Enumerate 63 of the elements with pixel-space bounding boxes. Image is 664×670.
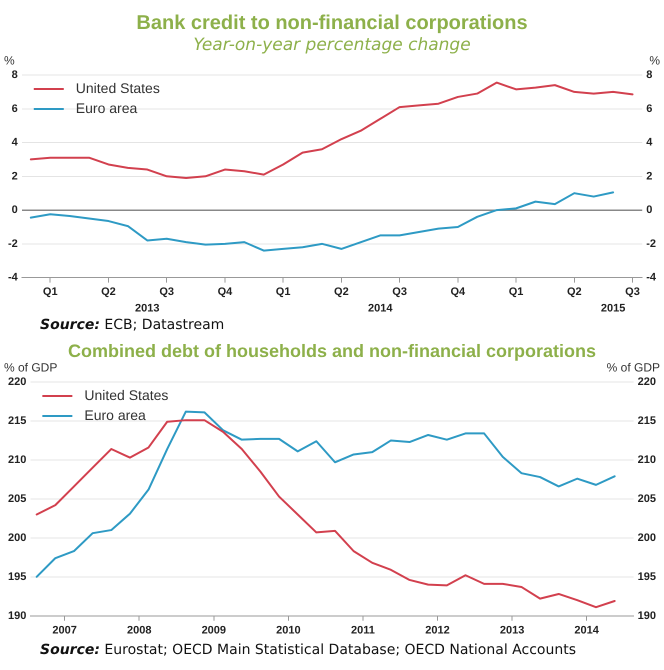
legend-label: United States: [84, 386, 168, 403]
x-tick-label: Q3: [392, 286, 407, 298]
x-tick-label: 2012: [425, 624, 450, 636]
legend-label: United States: [76, 80, 160, 96]
y-tick-label: 210: [8, 454, 26, 466]
source-note: Source: Eurostat; OECD Main Statistical Database; OECD National Accounts: [39, 642, 577, 658]
x2-tick-label: 2013: [135, 302, 160, 314]
x2-tick-label: 2014: [368, 302, 394, 314]
x-tick-label: Q1: [42, 286, 58, 298]
x-tick-label: Q1: [276, 286, 290, 298]
y-tick-label: 8: [12, 69, 18, 82]
y-tick-label: 0: [12, 204, 18, 216]
y2-tick-label: 190: [638, 610, 656, 622]
y2-tick-label: 0: [646, 204, 652, 216]
legend-label: Euro area: [76, 100, 138, 116]
x-tick-label: 2013: [500, 624, 524, 636]
y2-tick-label: 8: [646, 69, 652, 82]
x-tick-label: Q2: [566, 286, 582, 298]
chart-title: Combined debt of households and non-financial corporations: [66, 341, 597, 362]
y2-axis-title: %: [649, 53, 660, 68]
y2-tick-label: 220: [638, 376, 656, 388]
y-tick-label: 215: [8, 415, 26, 427]
y-tick-label: 205: [8, 492, 26, 505]
y-tick-label: 4: [12, 136, 19, 149]
x-tick-label: 2010: [276, 624, 301, 636]
x-tick-label: Q3: [159, 286, 174, 298]
y2-tick-label: 200: [638, 532, 656, 544]
legend-label: Euro area: [84, 406, 146, 423]
x-tick-label: 2009: [202, 624, 226, 636]
x2-tick-label: 2015: [600, 302, 626, 314]
x-tick-label: Q2: [101, 286, 116, 298]
y2-tick-label: 6: [646, 102, 652, 115]
x-tick-label: 2011: [351, 624, 375, 636]
y-tick-label: 190: [8, 610, 26, 622]
y-tick-label: 220: [8, 376, 26, 388]
y2-tick-label: -4: [646, 272, 657, 284]
y2-tick-label: 205: [638, 492, 656, 505]
x-tick-label: 2014: [574, 624, 600, 636]
y-tick-label: -4: [8, 272, 19, 284]
y2-tick-label: 4: [646, 136, 654, 149]
x-tick-label: Q2: [334, 286, 349, 298]
x-tick-label: 2007: [52, 624, 77, 636]
y2-tick-label: 210: [638, 454, 656, 466]
y2-tick-label: 2: [646, 170, 652, 182]
x-tick-label: 2008: [126, 624, 152, 636]
y2-tick-label: 215: [638, 415, 656, 427]
y2-tick-label: 195: [638, 570, 656, 583]
y-tick-label: 6: [12, 102, 18, 115]
chart-title: Bank credit to non-financial corporations: [135, 12, 529, 35]
x-tick-label: Q1: [508, 286, 524, 298]
x-tick-label: Q4: [218, 286, 234, 298]
y-axis-title: % of GDP: [4, 360, 58, 374]
y2-axis-title: % of GDP: [606, 360, 660, 374]
y2-tick-label: -2: [646, 238, 656, 250]
y-axis-title: %: [4, 53, 15, 68]
y-tick-label: 200: [8, 532, 26, 544]
chart-subtitle: Year-on-year percentage change: [192, 35, 472, 55]
y-tick-label: 2: [12, 170, 18, 182]
y-tick-label: 195: [8, 570, 26, 583]
x-tick-label: Q4: [450, 286, 466, 298]
x-tick-label: Q3: [625, 286, 640, 298]
y-tick-label: -2: [8, 238, 18, 250]
source-note: Source: ECB; Datastream: [39, 317, 226, 333]
